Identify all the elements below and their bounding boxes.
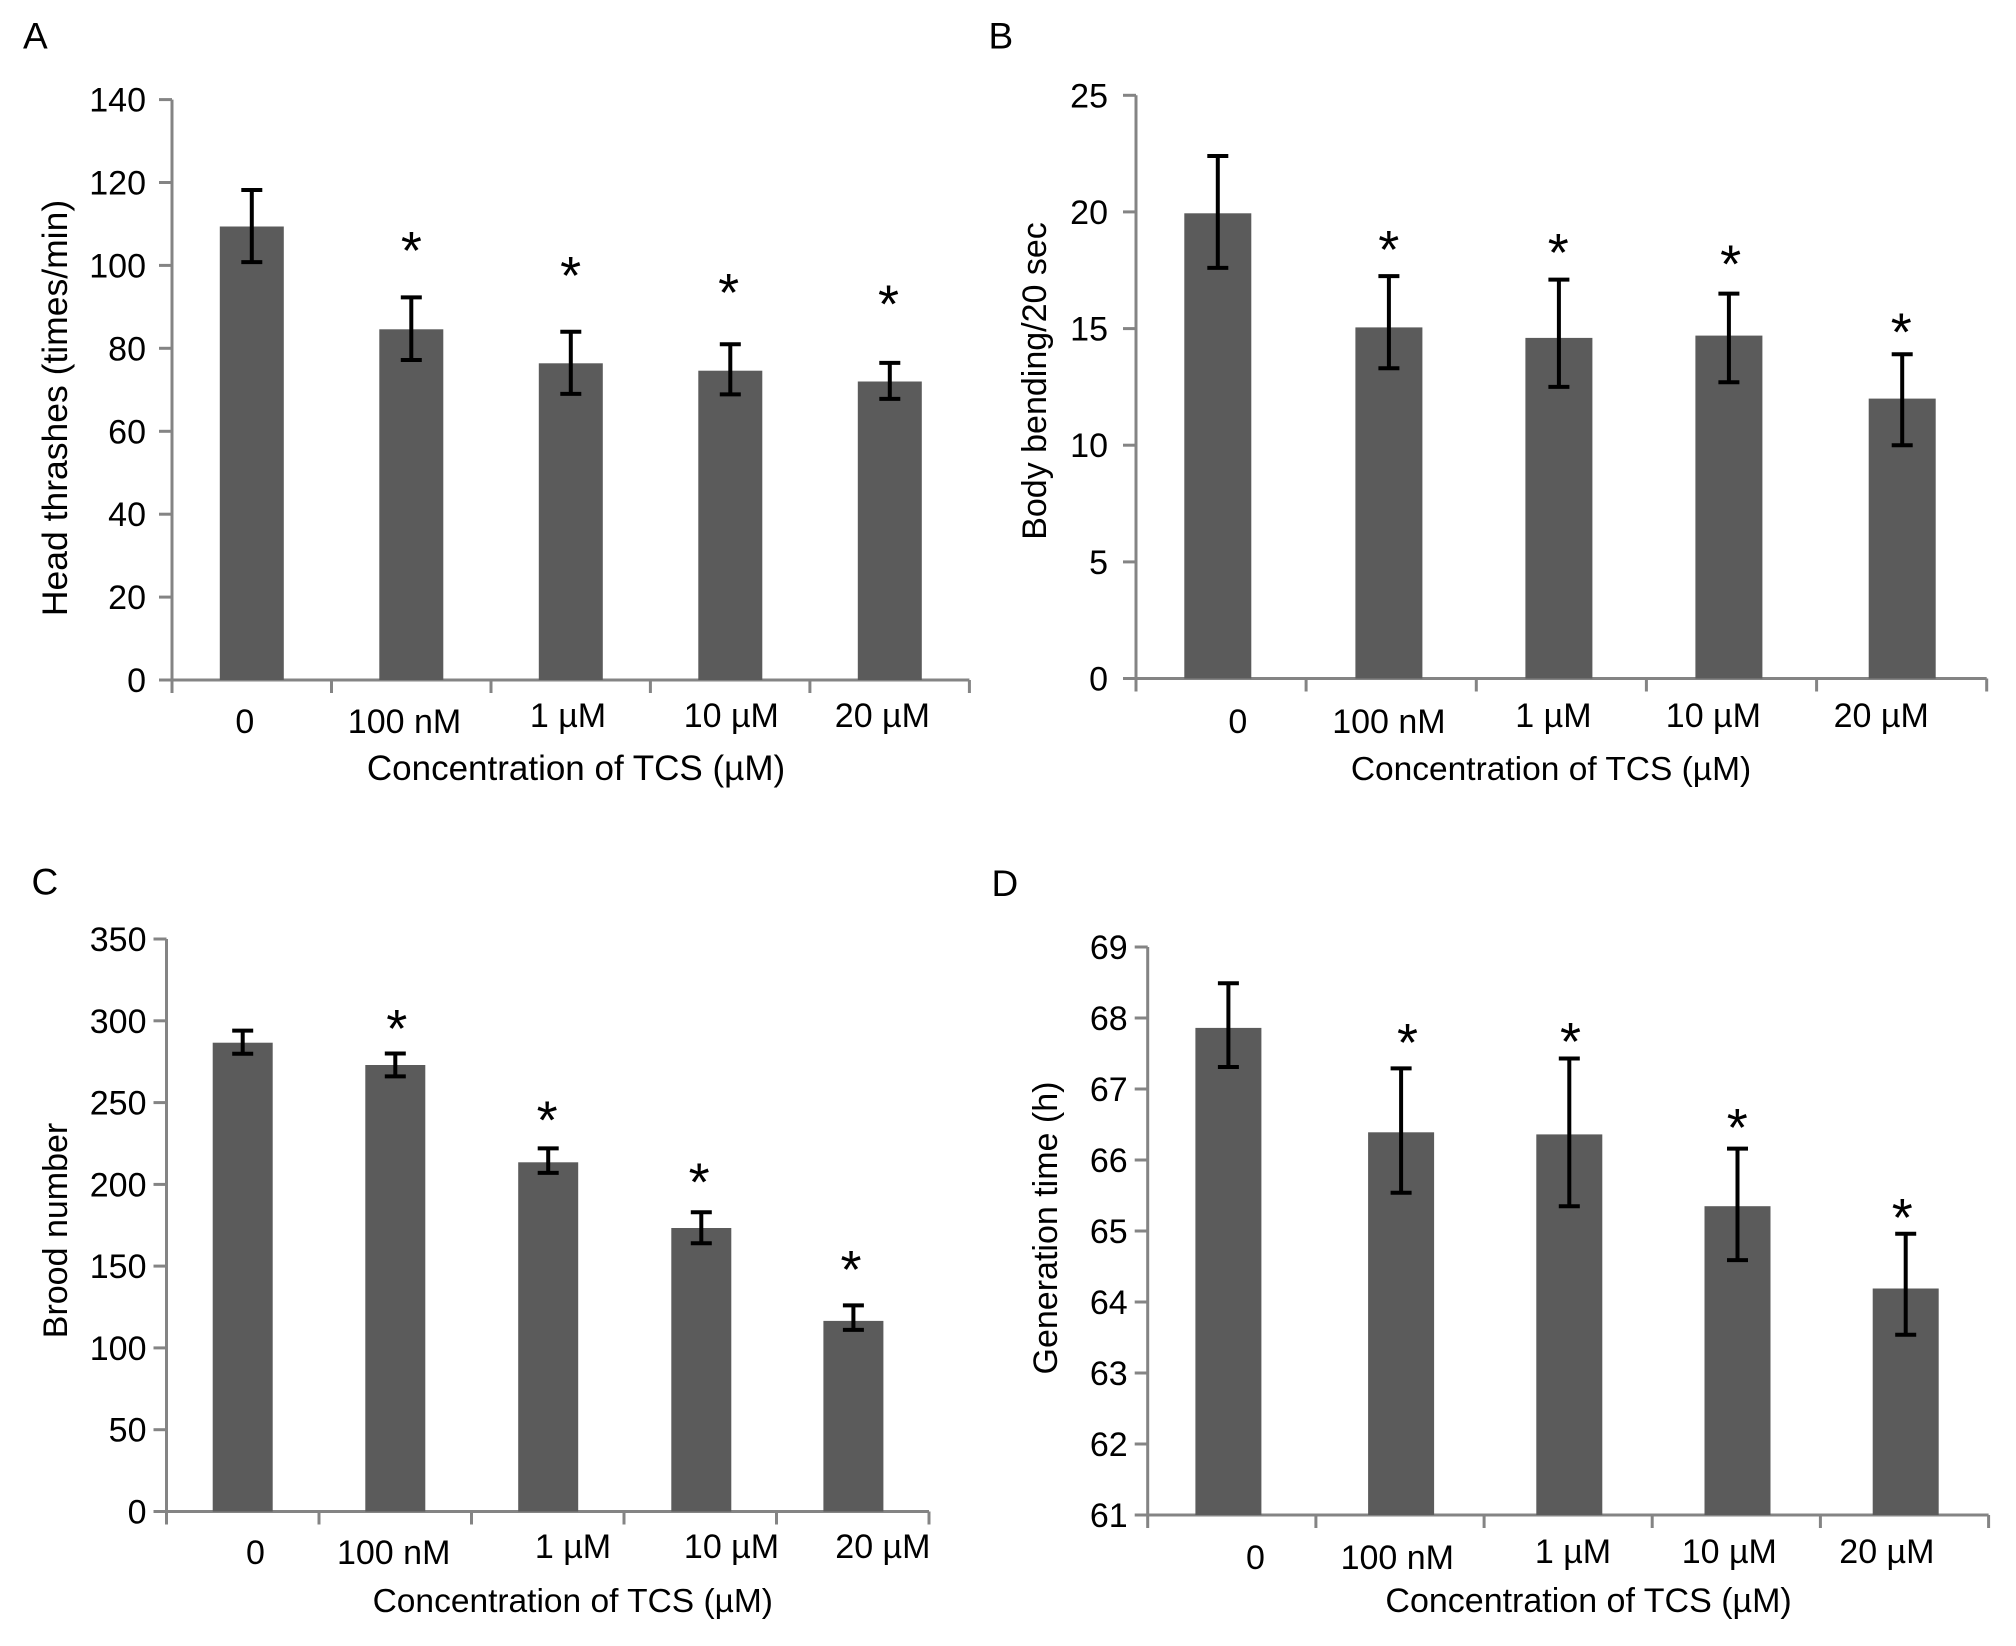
svg-text:350: 350 xyxy=(90,921,147,959)
svg-text:1 µM: 1 µM xyxy=(1515,697,1591,735)
svg-text:0: 0 xyxy=(1089,661,1108,699)
svg-text:1 µM: 1 µM xyxy=(1535,1533,1611,1571)
svg-text:50: 50 xyxy=(109,1412,147,1450)
svg-text:60: 60 xyxy=(108,413,146,451)
svg-text:10: 10 xyxy=(1070,427,1108,465)
svg-text:C: C xyxy=(32,862,59,903)
svg-text:100: 100 xyxy=(90,1330,147,1368)
svg-text:*: * xyxy=(1548,223,1569,283)
svg-text:Concentration of TCS (µM): Concentration of TCS (µM) xyxy=(367,749,785,788)
svg-text:20 µM: 20 µM xyxy=(835,1528,930,1566)
svg-text:61: 61 xyxy=(1090,1497,1128,1535)
svg-text:100 nM: 100 nM xyxy=(1341,1539,1454,1577)
svg-text:20: 20 xyxy=(108,579,146,617)
svg-text:Concentration of TCS (µM): Concentration of TCS (µM) xyxy=(1385,1582,1791,1620)
svg-text:0: 0 xyxy=(1246,1539,1265,1577)
svg-text:Generation time (h): Generation time (h) xyxy=(1027,1082,1065,1375)
svg-text:67: 67 xyxy=(1090,1071,1128,1109)
svg-text:20 µM: 20 µM xyxy=(1839,1533,1934,1571)
svg-text:*: * xyxy=(401,221,422,281)
svg-text:0: 0 xyxy=(235,703,254,741)
svg-text:Brood number: Brood number xyxy=(37,1123,75,1338)
svg-text:62: 62 xyxy=(1090,1426,1128,1464)
svg-text:25: 25 xyxy=(1070,77,1108,115)
svg-text:63: 63 xyxy=(1090,1355,1128,1393)
svg-text:0: 0 xyxy=(127,662,146,700)
svg-text:250: 250 xyxy=(90,1085,147,1123)
svg-text:*: * xyxy=(1892,1188,1913,1248)
svg-text:1 µM: 1 µM xyxy=(535,1528,611,1566)
svg-text:5: 5 xyxy=(1089,544,1108,582)
svg-text:68: 68 xyxy=(1090,1000,1128,1038)
svg-text:65: 65 xyxy=(1090,1213,1128,1251)
svg-text:100 nM: 100 nM xyxy=(337,1534,450,1572)
svg-text:40: 40 xyxy=(108,496,146,534)
svg-text:0: 0 xyxy=(246,1534,265,1572)
svg-text:10 µM: 10 µM xyxy=(1682,1533,1777,1571)
svg-text:150: 150 xyxy=(90,1248,147,1286)
svg-text:*: * xyxy=(1727,1098,1748,1158)
svg-text:*: * xyxy=(1720,235,1741,295)
svg-text:10 µM: 10 µM xyxy=(1666,697,1761,735)
svg-text:100 nM: 100 nM xyxy=(1332,703,1445,741)
svg-text:10 µM: 10 µM xyxy=(684,1528,779,1566)
svg-text:200: 200 xyxy=(90,1166,147,1204)
svg-text:*: * xyxy=(537,1091,558,1151)
svg-text:Concentration of TCS (µM): Concentration of TCS (µM) xyxy=(373,1583,773,1620)
svg-text:20: 20 xyxy=(1070,194,1108,232)
svg-text:*: * xyxy=(718,263,739,323)
svg-text:*: * xyxy=(386,999,407,1059)
svg-text:*: * xyxy=(689,1152,710,1212)
svg-text:*: * xyxy=(1378,220,1399,280)
svg-text:B: B xyxy=(989,16,1014,57)
svg-text:0: 0 xyxy=(1228,703,1247,741)
svg-text:100: 100 xyxy=(89,247,146,285)
svg-text:*: * xyxy=(878,275,899,335)
svg-text:D: D xyxy=(992,863,1019,904)
svg-text:*: * xyxy=(1560,1012,1581,1072)
svg-text:Concentration of TCS (µM): Concentration of TCS (µM) xyxy=(1351,751,1751,788)
svg-text:69: 69 xyxy=(1090,929,1128,967)
svg-text:20 µM: 20 µM xyxy=(1834,697,1929,735)
svg-text:15: 15 xyxy=(1070,311,1108,349)
svg-text:20 µM: 20 µM xyxy=(835,697,930,735)
svg-text:140: 140 xyxy=(89,82,146,120)
svg-text:80: 80 xyxy=(108,330,146,368)
svg-text:*: * xyxy=(560,246,581,306)
svg-text:300: 300 xyxy=(90,1003,147,1041)
svg-text:Head thrashes (times/min): Head thrashes (times/min) xyxy=(35,200,75,616)
svg-text:10 µM: 10 µM xyxy=(684,697,779,735)
svg-text:64: 64 xyxy=(1090,1284,1128,1322)
svg-text:100 nM: 100 nM xyxy=(348,703,461,741)
svg-text:A: A xyxy=(23,16,48,57)
svg-text:0: 0 xyxy=(128,1494,147,1532)
svg-text:120: 120 xyxy=(89,165,146,203)
svg-text:1 µM: 1 µM xyxy=(530,697,606,735)
svg-text:66: 66 xyxy=(1090,1142,1128,1180)
svg-text:*: * xyxy=(1891,303,1912,363)
svg-text:*: * xyxy=(840,1240,861,1300)
svg-text:Body bending/20 sec: Body bending/20 sec xyxy=(1016,222,1054,540)
svg-text:*: * xyxy=(1397,1013,1418,1073)
